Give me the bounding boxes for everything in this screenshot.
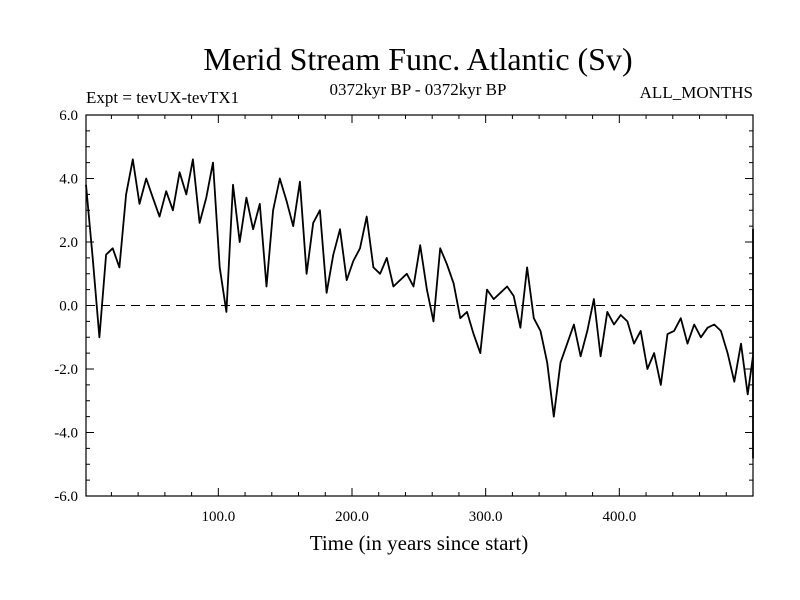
y-axis-tick-labels: 6.0 4.0 2.0 0.0 -2.0 -4.0 -6.0: [54, 108, 78, 505]
x-tick-label: 300.0: [469, 509, 503, 525]
chart-title: Merid Stream Func. Atlantic (Sv): [203, 41, 632, 77]
x-axis-title: Time (in years since start): [310, 531, 529, 555]
time-range-label: 0372kyr BP - 0372kyr BP: [330, 80, 507, 99]
series-group: [85, 158, 754, 459]
x-tick-label: 200.0: [335, 509, 369, 525]
x-axis-tick-labels: 100.0 200.0 300.0 400.0: [201, 509, 636, 525]
x-tick-label: 100.0: [201, 509, 235, 525]
y-tick-label: -4.0: [54, 426, 78, 442]
x-tick-label: 400.0: [602, 509, 636, 525]
series-line: [85, 158, 754, 459]
y-tick-label: -2.0: [54, 362, 78, 378]
y-tick-label: 6.0: [59, 108, 78, 124]
x-axis-ticks: [110, 115, 727, 496]
y-tick-label: 0.0: [59, 299, 78, 315]
experiment-label: Expt = tevUX-tevTX1: [86, 88, 239, 107]
y-tick-label: 4.0: [59, 172, 78, 188]
y-tick-label: 2.0: [59, 235, 78, 251]
y-tick-label: -6.0: [54, 489, 78, 505]
months-label: ALL_MONTHS: [640, 83, 753, 102]
